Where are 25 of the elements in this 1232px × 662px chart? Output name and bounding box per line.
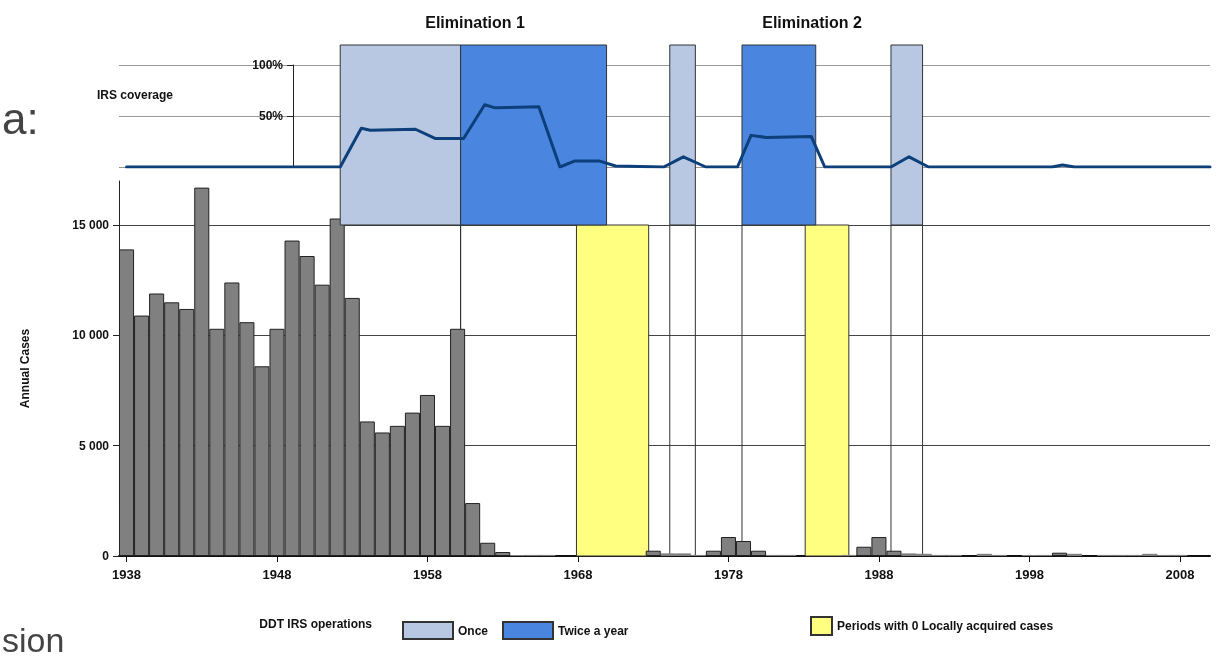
x-tick-label: 2008 — [1165, 567, 1195, 582]
line-series — [125, 103, 1212, 169]
y-tick-label: 15 000 — [72, 218, 110, 233]
y-tick-label: 100% — [252, 58, 284, 72]
text: a: — [2, 93, 39, 143]
legend-label: Periods with 0 Locally acquired cases — [837, 619, 1054, 633]
x-tick-label: 1958 — [413, 567, 442, 582]
text: Elimination 2 — [762, 13, 862, 31]
y-tick-label: 0 — [102, 549, 110, 563]
legend-title: DDT IRS operations — [259, 617, 373, 631]
text: sion — [2, 621, 65, 659]
x-tick-label: 1988 — [864, 567, 894, 582]
y-axis-title: Annual Cases — [18, 328, 32, 409]
x-tick-label: 1978 — [713, 567, 743, 582]
y-tick-label: 50% — [258, 109, 284, 123]
x-tick-label: 1938 — [112, 567, 141, 582]
text: Elimination 1 — [425, 13, 525, 31]
x-tick-label: 1968 — [563, 567, 593, 582]
legend-label: Once — [458, 623, 489, 638]
y-tick-label: 10 000 — [72, 328, 110, 343]
y-axis-title: IRS coverage — [96, 88, 174, 102]
x-tick-label: 1998 — [1014, 567, 1044, 582]
y-tick-label: 5 000 — [78, 438, 110, 453]
legend-label: Twice a year — [558, 623, 629, 638]
x-tick-label: 1948 — [262, 567, 292, 582]
